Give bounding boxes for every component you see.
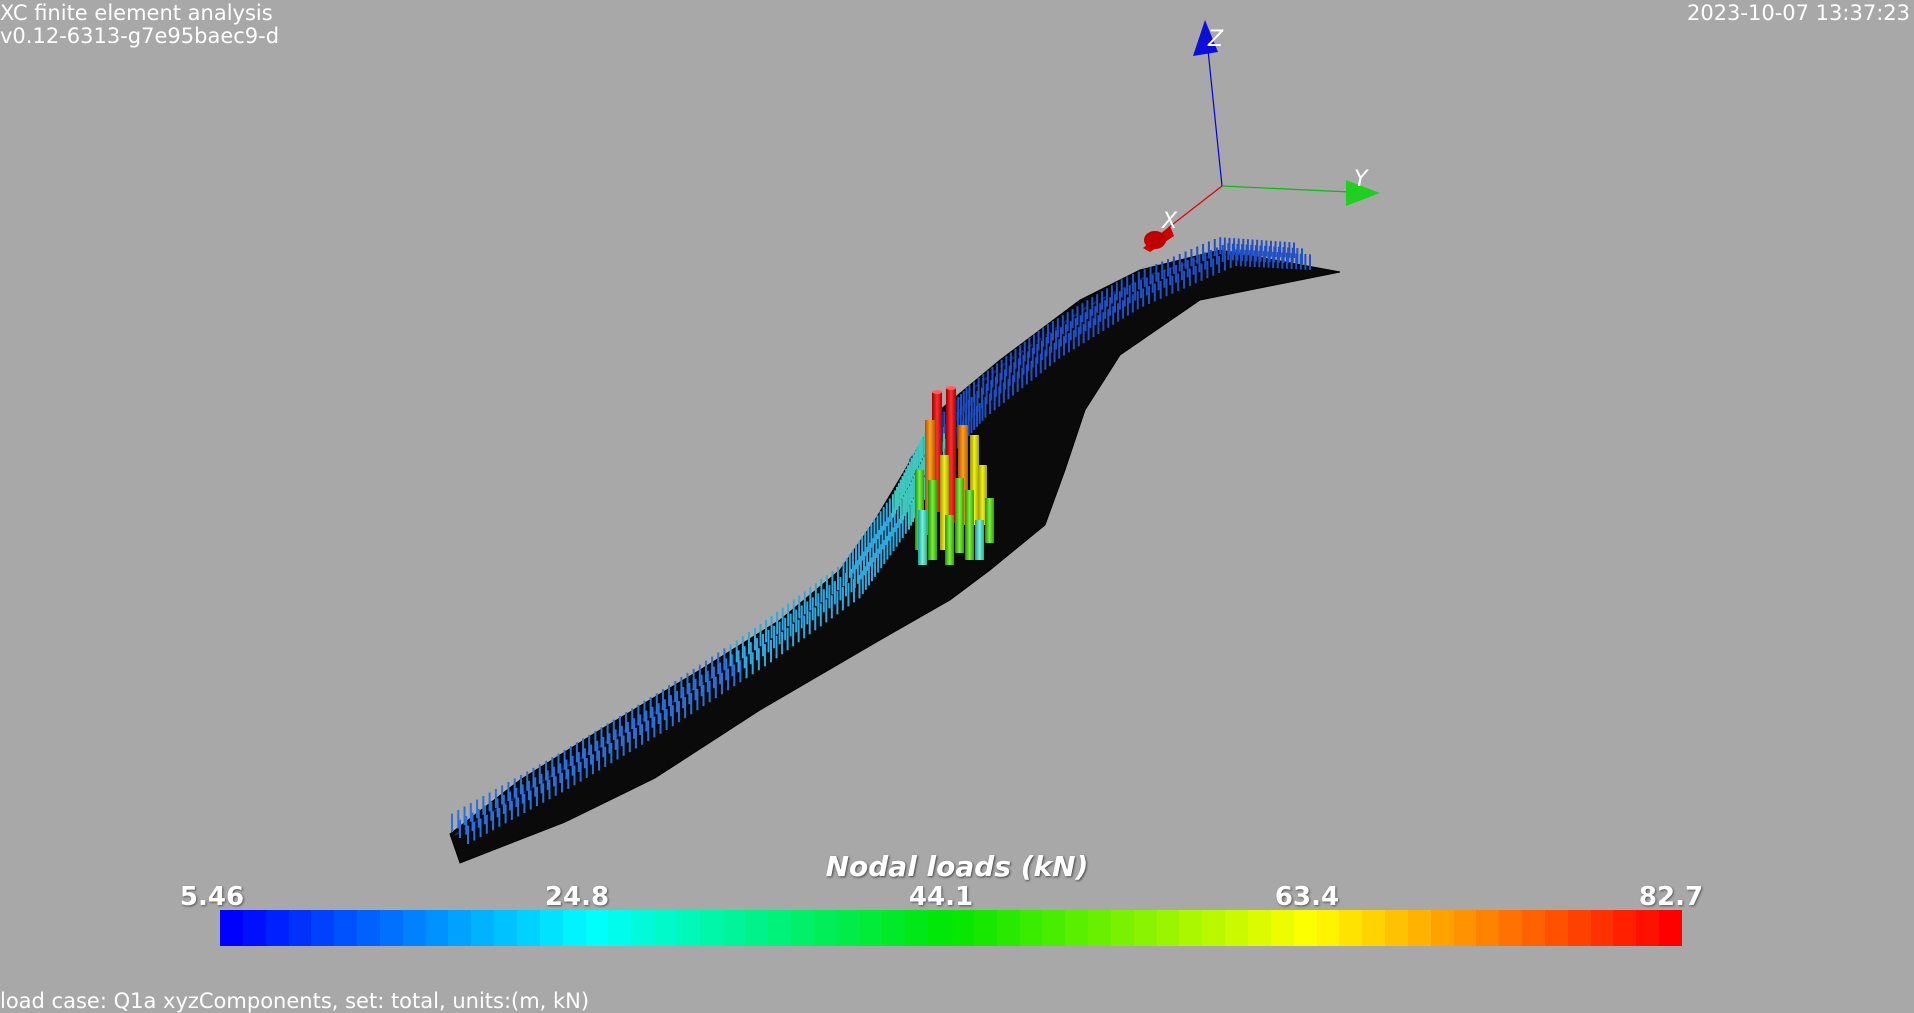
load-case-caption: load case: Q1a xyzComponents, set: total… [0, 989, 590, 1013]
colorbar-segment [882, 910, 906, 946]
colorbar-segment [1362, 910, 1386, 946]
colorbar [220, 910, 1682, 946]
colorbar-title: Nodal loads (kN) [825, 850, 1089, 883]
colorbar-segment [539, 910, 563, 946]
colorbar-segment [1499, 910, 1523, 946]
colorbar-segment [1156, 910, 1180, 946]
colorbar-tick-3: 63.4 [1274, 882, 1340, 912]
colorbar-segment [951, 910, 974, 946]
colorbar-segment [220, 910, 243, 946]
colorbar-tick-1: 24.8 [544, 882, 610, 912]
colorbar-segment [1202, 910, 1226, 946]
colorbar-segment [379, 910, 403, 946]
colorbar-segment [402, 910, 426, 946]
timestamp: 2023-10-07 13:37:23 [1686, 1, 1910, 25]
colorbar-segment [768, 910, 792, 946]
colorbar-segment [1225, 910, 1248, 946]
colorbar-segment [722, 910, 746, 946]
colorbar-segment [1316, 910, 1340, 946]
colorbar-segment [791, 910, 814, 946]
colorbar-segment [425, 910, 449, 946]
y-axis-cone-icon [1346, 180, 1380, 206]
y-axis-label: Y [1354, 167, 1369, 192]
colorbar-segment [1567, 910, 1591, 946]
colorbar-segment [288, 910, 312, 946]
colorbar-segment [608, 910, 632, 946]
colorbar-segment [1590, 910, 1614, 946]
colorbar-segment [1385, 910, 1408, 946]
colorbar-segment [1659, 910, 1682, 946]
colorbar-segment [516, 910, 540, 946]
colorbar-tick-2: 44.1 [908, 882, 974, 912]
deck-mesh [449, 249, 1341, 864]
colorbar-segment [1110, 910, 1134, 946]
colorbar-segment [1636, 910, 1660, 946]
colorbar-segment [1042, 910, 1066, 946]
colorbar-segment [905, 910, 929, 946]
colorbar-segment [562, 910, 586, 946]
colorbar-segment [1088, 910, 1111, 946]
x-axis-cone-icon [1143, 226, 1174, 252]
colorbar-segment [928, 910, 951, 946]
colorbar-segment [813, 910, 837, 946]
z-axis-cone-icon [1193, 20, 1218, 56]
x-axis-label: X [1161, 209, 1178, 234]
colorbar-segment [1522, 910, 1545, 946]
colorbar-segment [631, 910, 655, 946]
colorbar-segment [1476, 910, 1500, 946]
colorbar-segment [859, 910, 883, 946]
axes-triad: Z Y X [1143, 20, 1380, 252]
colorbar-segment [1339, 910, 1363, 946]
colorbar-segment [494, 910, 517, 946]
colorbar-segment [1133, 910, 1157, 946]
colorbar-segment [1544, 910, 1568, 946]
colorbar-segment [1179, 910, 1203, 946]
colorbar-segment [265, 910, 289, 946]
colorbar-segment [996, 910, 1020, 946]
colorbar-segment [1613, 910, 1637, 946]
peak-load-bars [915, 386, 994, 565]
colorbar-segment [1065, 910, 1089, 946]
colorbar-segment [585, 910, 609, 946]
colorbar-segment [654, 910, 677, 946]
colorbar-segment [357, 910, 380, 946]
app-title: XC finite element analysis v0.12-6313-g7… [0, 2, 279, 48]
colorbar-segment [699, 910, 723, 946]
z-axis-label: Z [1207, 27, 1224, 52]
colorbar-segment [1407, 910, 1431, 946]
colorbar-segment [1270, 910, 1294, 946]
colorbar-segment [836, 910, 860, 946]
colorbar-segment [1293, 910, 1317, 946]
app-title-text: XC finite element analysis [0, 1, 273, 25]
colorbar-segment [1453, 910, 1477, 946]
colorbar-segment [1430, 910, 1454, 946]
colorbar-segment [676, 910, 700, 946]
colorbar-segment [471, 910, 495, 946]
colorbar-segment [311, 910, 335, 946]
colorbar-segment [745, 910, 769, 946]
colorbar-segment [1247, 910, 1271, 946]
colorbar-segment [334, 910, 358, 946]
colorbar-tick-0: 5.46 [179, 882, 245, 912]
version-text: v0.12-6313-g7e95baec9-d [0, 24, 280, 48]
colorbar-segment [973, 910, 997, 946]
colorbar-tick-4: 82.7 [1638, 882, 1704, 912]
colorbar-segment [242, 910, 266, 946]
colorbar-segment [1019, 910, 1043, 946]
colorbar-segment [448, 910, 472, 946]
